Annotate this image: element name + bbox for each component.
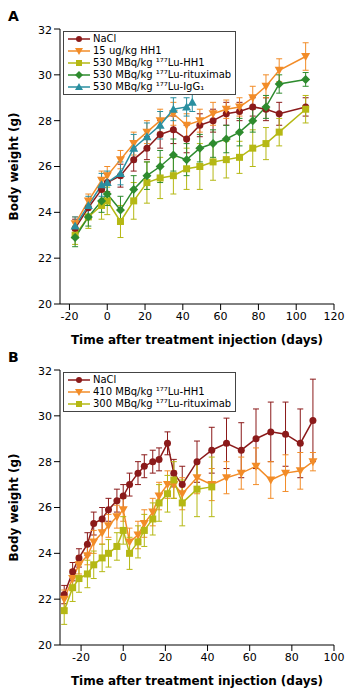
svg-text:40: 40 [176, 310, 190, 323]
svg-text:26: 26 [38, 501, 52, 514]
svg-text:-20: -20 [72, 651, 90, 664]
svg-text:0: 0 [120, 651, 127, 664]
svg-text:20: 20 [158, 651, 172, 664]
svg-text:40: 40 [201, 651, 215, 664]
html-text:15 ug/kg HH1: 15 ug/kg HH1 [93, 45, 162, 56]
svg-text:60: 60 [214, 310, 228, 323]
svg-text:28: 28 [38, 115, 52, 128]
svg-text:80: 80 [251, 310, 265, 323]
svg-text:26: 26 [38, 160, 52, 173]
svg-text:-20: -20 [60, 310, 78, 323]
html-text:NaCl: NaCl [93, 33, 117, 44]
svg-text:30: 30 [38, 410, 52, 423]
html-text:300 MBq/kg ¹⁷⁷Lu-rituximab: 300 MBq/kg ¹⁷⁷Lu-rituximab [93, 398, 232, 409]
svg-text:Time after treatment injection: Time after treatment injection (days) [71, 333, 323, 347]
svg-text:Body weight (g): Body weight (g) [8, 454, 21, 562]
svg-text:22: 22 [38, 252, 52, 265]
html-text:B: B [8, 349, 19, 365]
html-text:530 MBq/kg ¹⁷⁷Lu-IgG₁: 530 MBq/kg ¹⁷⁷Lu-IgG₁ [93, 81, 205, 92]
svg-text:30: 30 [38, 69, 52, 82]
svg-text:20: 20 [38, 298, 52, 311]
svg-text:60: 60 [243, 651, 257, 664]
svg-text:24: 24 [38, 206, 52, 219]
svg-text:80: 80 [285, 651, 299, 664]
svg-text:32: 32 [38, 365, 52, 378]
svg-text:32: 32 [38, 24, 52, 37]
svg-text:Body weight (g): Body weight (g) [8, 113, 21, 221]
html-text:A: A [8, 8, 19, 24]
html-text:530 MBq/kg ¹⁷⁷Lu-HH1: 530 MBq/kg ¹⁷⁷Lu-HH1 [93, 57, 205, 68]
svg-text:22: 22 [38, 593, 52, 606]
html-text:530 MBq/kg ¹⁷⁷Lu-rituximab: 530 MBq/kg ¹⁷⁷Lu-rituximab [93, 69, 232, 80]
svg-text:Time after treatment injection: Time after treatment injection (days) [71, 674, 323, 688]
svg-text:100: 100 [286, 310, 307, 323]
svg-text:28: 28 [38, 456, 52, 469]
svg-text:20: 20 [38, 639, 52, 652]
svg-text:20: 20 [138, 310, 152, 323]
html-text:410 MBq/kg ¹⁷⁷Lu-HH1: 410 MBq/kg ¹⁷⁷Lu-HH1 [93, 386, 205, 397]
svg-text:120: 120 [324, 310, 345, 323]
svg-text:24: 24 [38, 547, 52, 560]
svg-text:100: 100 [324, 651, 345, 664]
html-text:NaCl: NaCl [93, 374, 117, 385]
svg-text:0: 0 [104, 310, 111, 323]
